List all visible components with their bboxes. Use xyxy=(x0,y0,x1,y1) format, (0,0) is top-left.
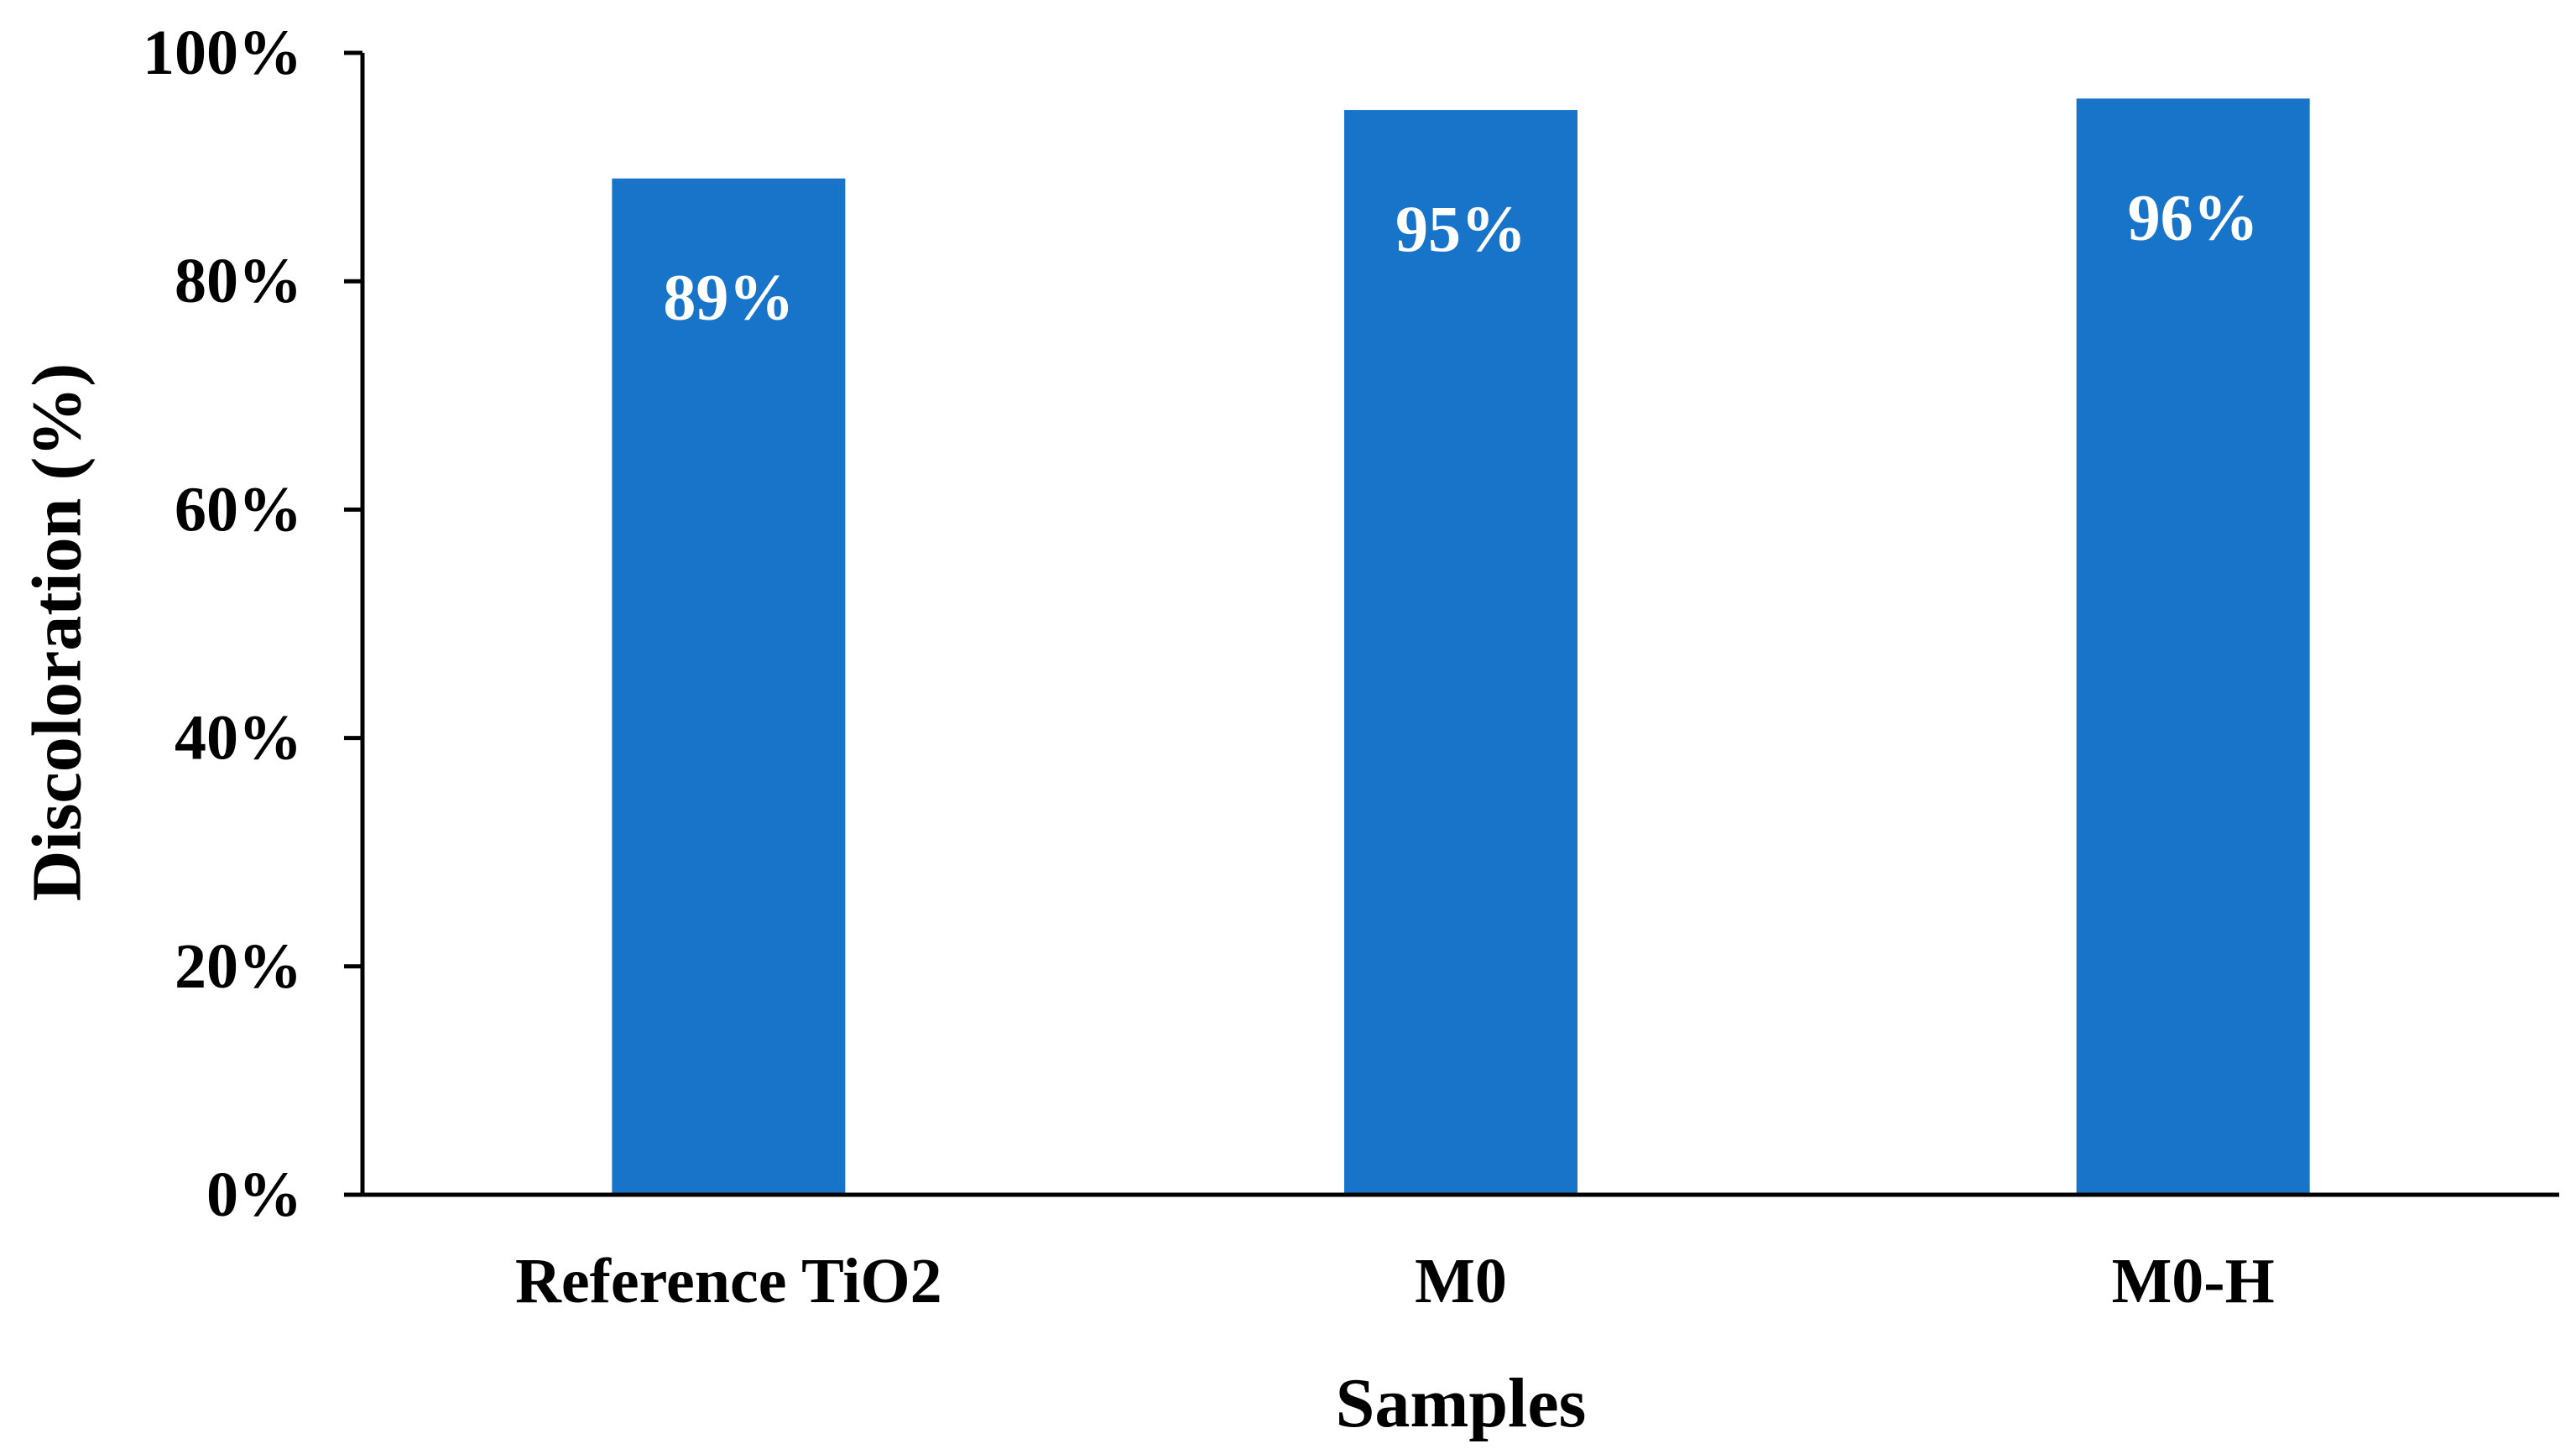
bar-value-label: 96% xyxy=(2128,180,2259,253)
y-tick-label: 60% xyxy=(175,474,302,545)
bar xyxy=(2076,98,2310,1196)
bar xyxy=(612,178,846,1196)
y-axis: 0% 20% 40% 60% 80% 100% xyxy=(143,18,365,1230)
x-axis-title: Samples xyxy=(1336,1364,1587,1442)
y-tick-label: 80% xyxy=(175,246,302,316)
y-tick-label: 0% xyxy=(206,1160,302,1230)
bar-labels-layer: 89% 95% 96% xyxy=(663,180,2258,333)
x-tick-labels-layer: Reference TiO2 M0 M0-H xyxy=(515,1246,2275,1316)
y-ticks-layer: 0% 20% 40% 60% 80% 100% xyxy=(143,18,362,1230)
y-tick-label: 40% xyxy=(175,703,302,774)
x-tick-label: M0-H xyxy=(2112,1246,2275,1316)
bars-layer xyxy=(612,98,2310,1196)
x-tick-label: M0 xyxy=(1415,1246,1507,1316)
y-tick-label: 20% xyxy=(175,931,302,1002)
x-tick-label: Reference TiO2 xyxy=(515,1246,942,1316)
x-axis: Reference TiO2 M0 M0-H xyxy=(362,1192,2559,1316)
y-axis-title: Discoloration (%) xyxy=(18,363,96,902)
y-tick-label: 100% xyxy=(143,18,302,88)
bar-value-label: 95% xyxy=(1395,192,1526,265)
bar xyxy=(1344,110,1577,1195)
bar-value-label: 89% xyxy=(663,261,794,334)
